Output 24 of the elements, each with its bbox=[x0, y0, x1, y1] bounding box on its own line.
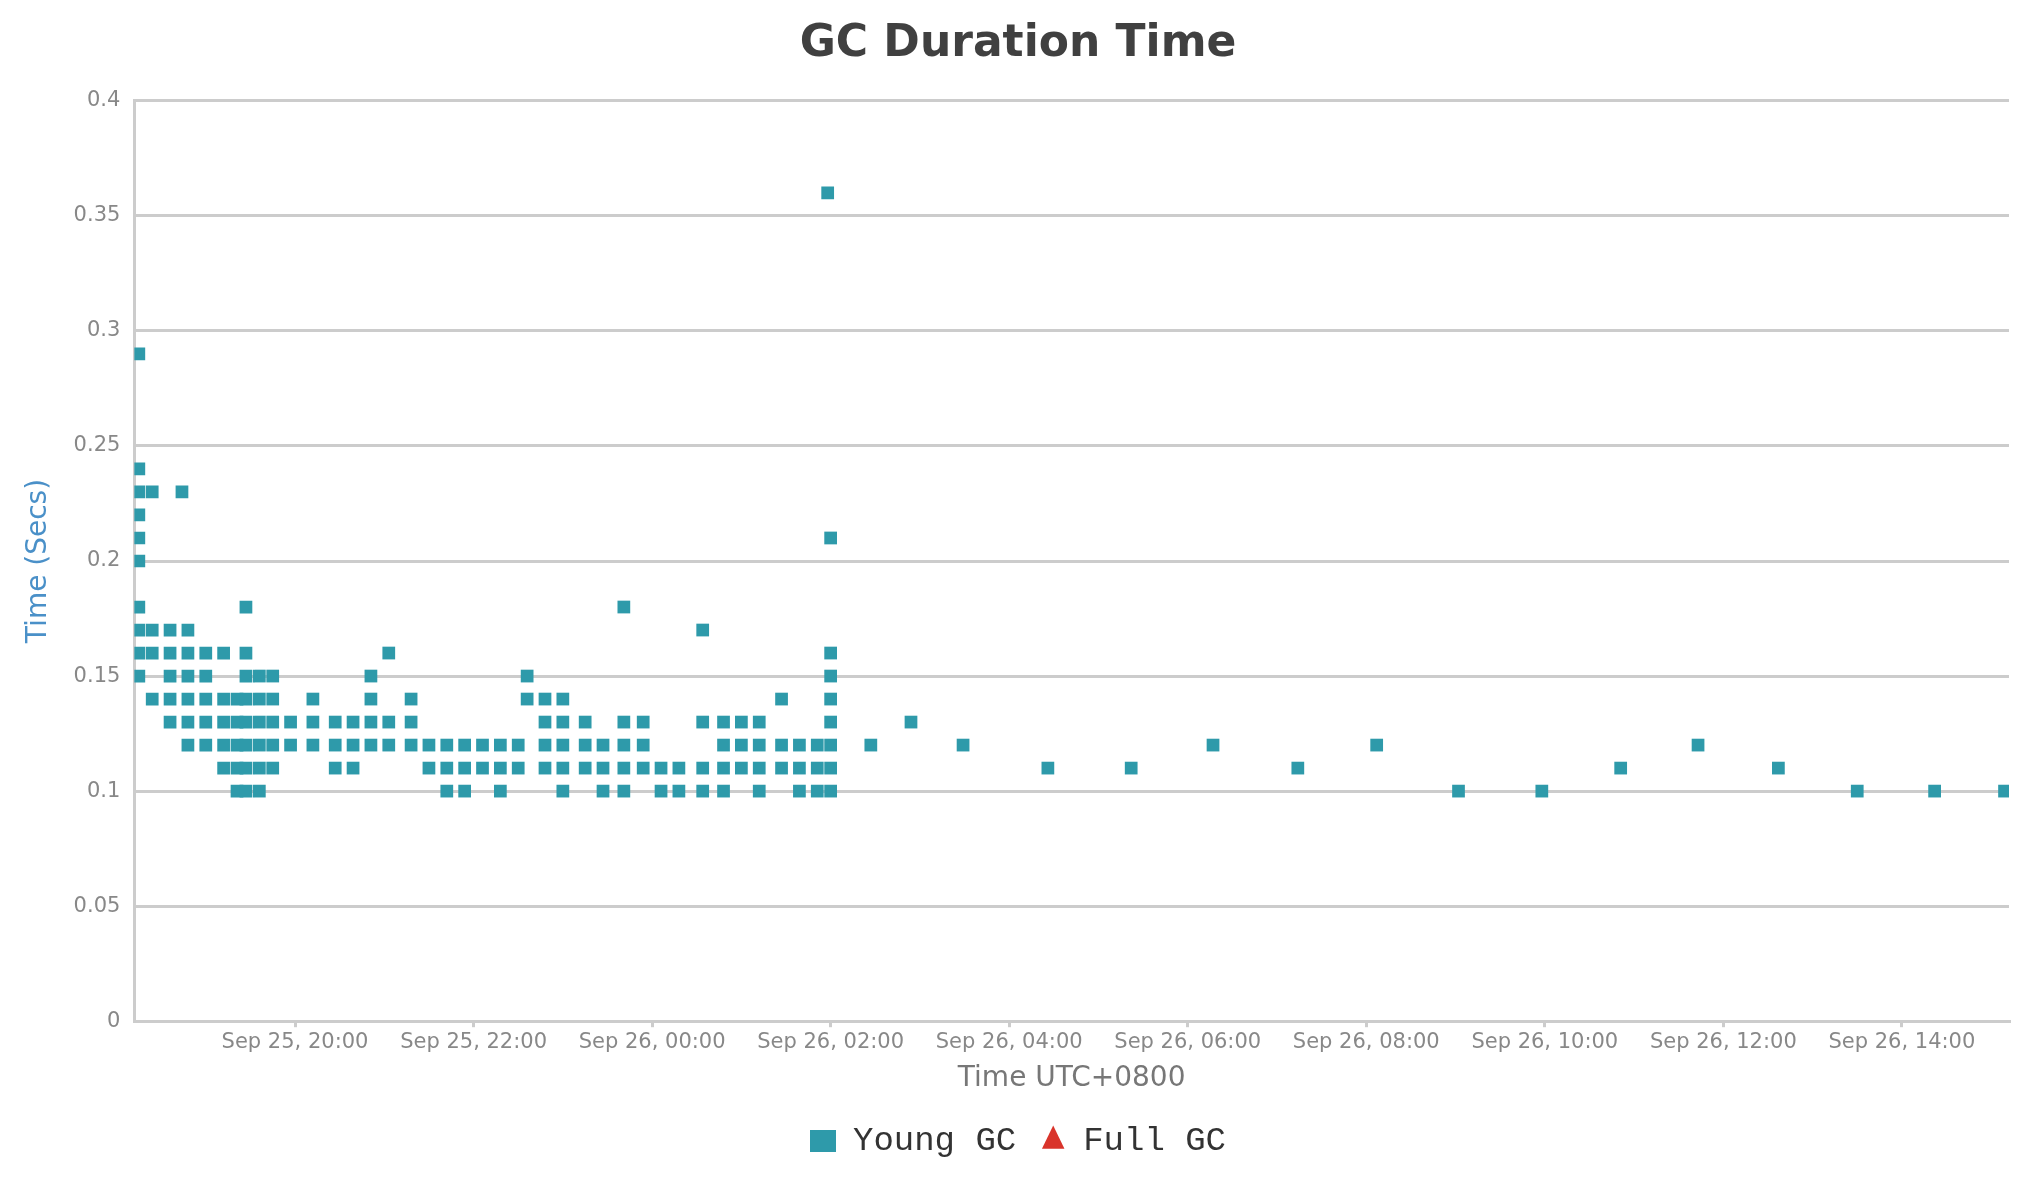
x-tick-label: Sep 26, 00:00 bbox=[578, 1029, 726, 1054]
y-tick-label: 0.25 bbox=[73, 432, 121, 457]
x-tick-label: Sep 26, 10:00 bbox=[1471, 1029, 1619, 1054]
x-tick-label: Sep 26, 04:00 bbox=[935, 1029, 1083, 1054]
y-tick-label: 0.1 bbox=[86, 777, 121, 802]
legend-label: Full GC bbox=[1083, 1122, 1227, 1160]
y-tick-label: 0.2 bbox=[86, 547, 121, 572]
y-tick-label: 0.15 bbox=[73, 662, 121, 687]
x-tick-label: Sep 26, 02:00 bbox=[757, 1029, 905, 1054]
y-tick-label: 0.3 bbox=[86, 317, 121, 342]
x-tick-label: Sep 26, 06:00 bbox=[1114, 1029, 1262, 1054]
chart-title: GC Duration Time bbox=[799, 14, 1237, 66]
x-tick-label: Sep 25, 20:00 bbox=[221, 1029, 369, 1054]
x-axis-title: Time UTC+0800 bbox=[956, 1060, 1186, 1094]
x-tick-label: Sep 25, 22:00 bbox=[400, 1029, 548, 1054]
y-tick-label: 0.35 bbox=[73, 202, 121, 227]
y-tick-label: 0.05 bbox=[73, 892, 121, 917]
y-tick-label: 0.4 bbox=[86, 87, 121, 112]
x-tick-label: Sep 26, 12:00 bbox=[1649, 1029, 1797, 1054]
y-tick-label: 0 bbox=[106, 1007, 121, 1032]
legend-label: Young GC bbox=[852, 1122, 1017, 1160]
x-tick-label: Sep 26, 08:00 bbox=[1292, 1029, 1440, 1054]
y-axis-title: Time (Secs) bbox=[20, 478, 54, 645]
x-tick-label: Sep 26, 14:00 bbox=[1828, 1029, 1976, 1054]
